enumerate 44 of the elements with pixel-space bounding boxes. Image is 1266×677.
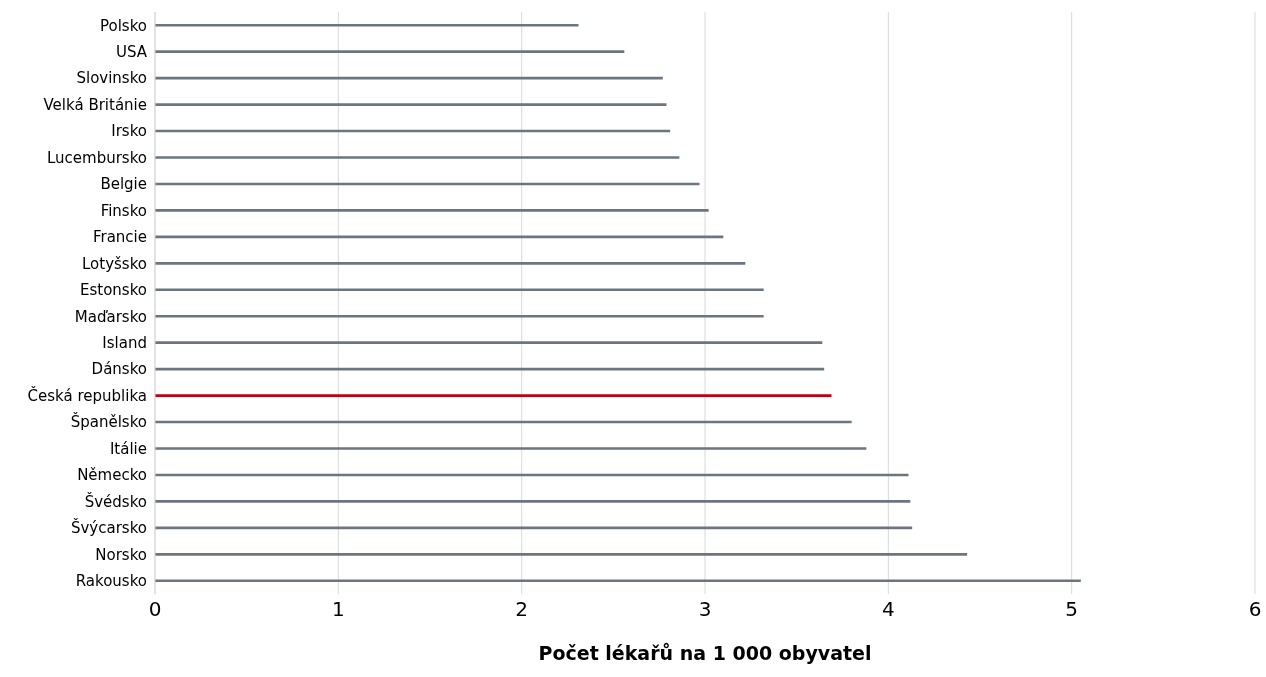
y-tick-label: Česká republika (27, 385, 147, 405)
y-tick-label: USA (115, 43, 148, 62)
y-tick-label: Lucembursko (46, 148, 147, 167)
y-tick-label: Švédsko (84, 491, 147, 511)
x-tick-label: 3 (698, 597, 712, 622)
bar (155, 447, 867, 450)
y-tick-label: Estonsko (79, 281, 147, 300)
x-tick-label: 4 (881, 597, 895, 622)
x-tick-label: 0 (148, 597, 162, 622)
bar (155, 262, 746, 265)
y-tick-label: Španělsko (70, 412, 147, 432)
x-axis-title: Počet lékařů na 1 000 obyvatel (538, 642, 872, 664)
bar (155, 341, 823, 344)
bar (155, 50, 625, 53)
x-tick-label: 1 (331, 597, 345, 622)
y-tick-label: Finsko (100, 201, 147, 220)
y-tick-label: Norsko (95, 545, 147, 564)
y-tick-label: Francie (92, 228, 147, 247)
bar (155, 394, 832, 397)
bar (155, 314, 764, 318)
y-tick-label: Lotyšsko (82, 254, 147, 273)
bar (155, 103, 667, 106)
y-tick-label: Belgie (100, 175, 147, 194)
y-tick-label: Dánsko (91, 360, 147, 379)
bar (155, 288, 764, 292)
y-tick-label: Švýcarsko (70, 518, 147, 538)
bar (155, 23, 579, 27)
x-tick-label: 6 (1248, 597, 1262, 622)
y-tick-label: Itálie (109, 439, 147, 458)
y-tick-label: Slovinsko (76, 69, 147, 88)
y-tick-label: Island (102, 334, 147, 353)
y-tick-label: Rakousko (75, 572, 147, 591)
bar (155, 553, 968, 556)
bar (155, 209, 709, 212)
x-tick-label: 2 (515, 597, 529, 622)
bar (155, 500, 911, 503)
y-tick-label: Polsko (100, 16, 147, 35)
y-tick-label: Velká Británie (43, 95, 147, 114)
bar (155, 156, 680, 159)
y-tick-label: Irsko (111, 122, 147, 141)
x-tick-label: 5 (1065, 597, 1079, 622)
bar (155, 579, 1081, 583)
y-tick-label: Maďarsko (74, 307, 147, 326)
y-tick-label: Německo (77, 466, 147, 485)
